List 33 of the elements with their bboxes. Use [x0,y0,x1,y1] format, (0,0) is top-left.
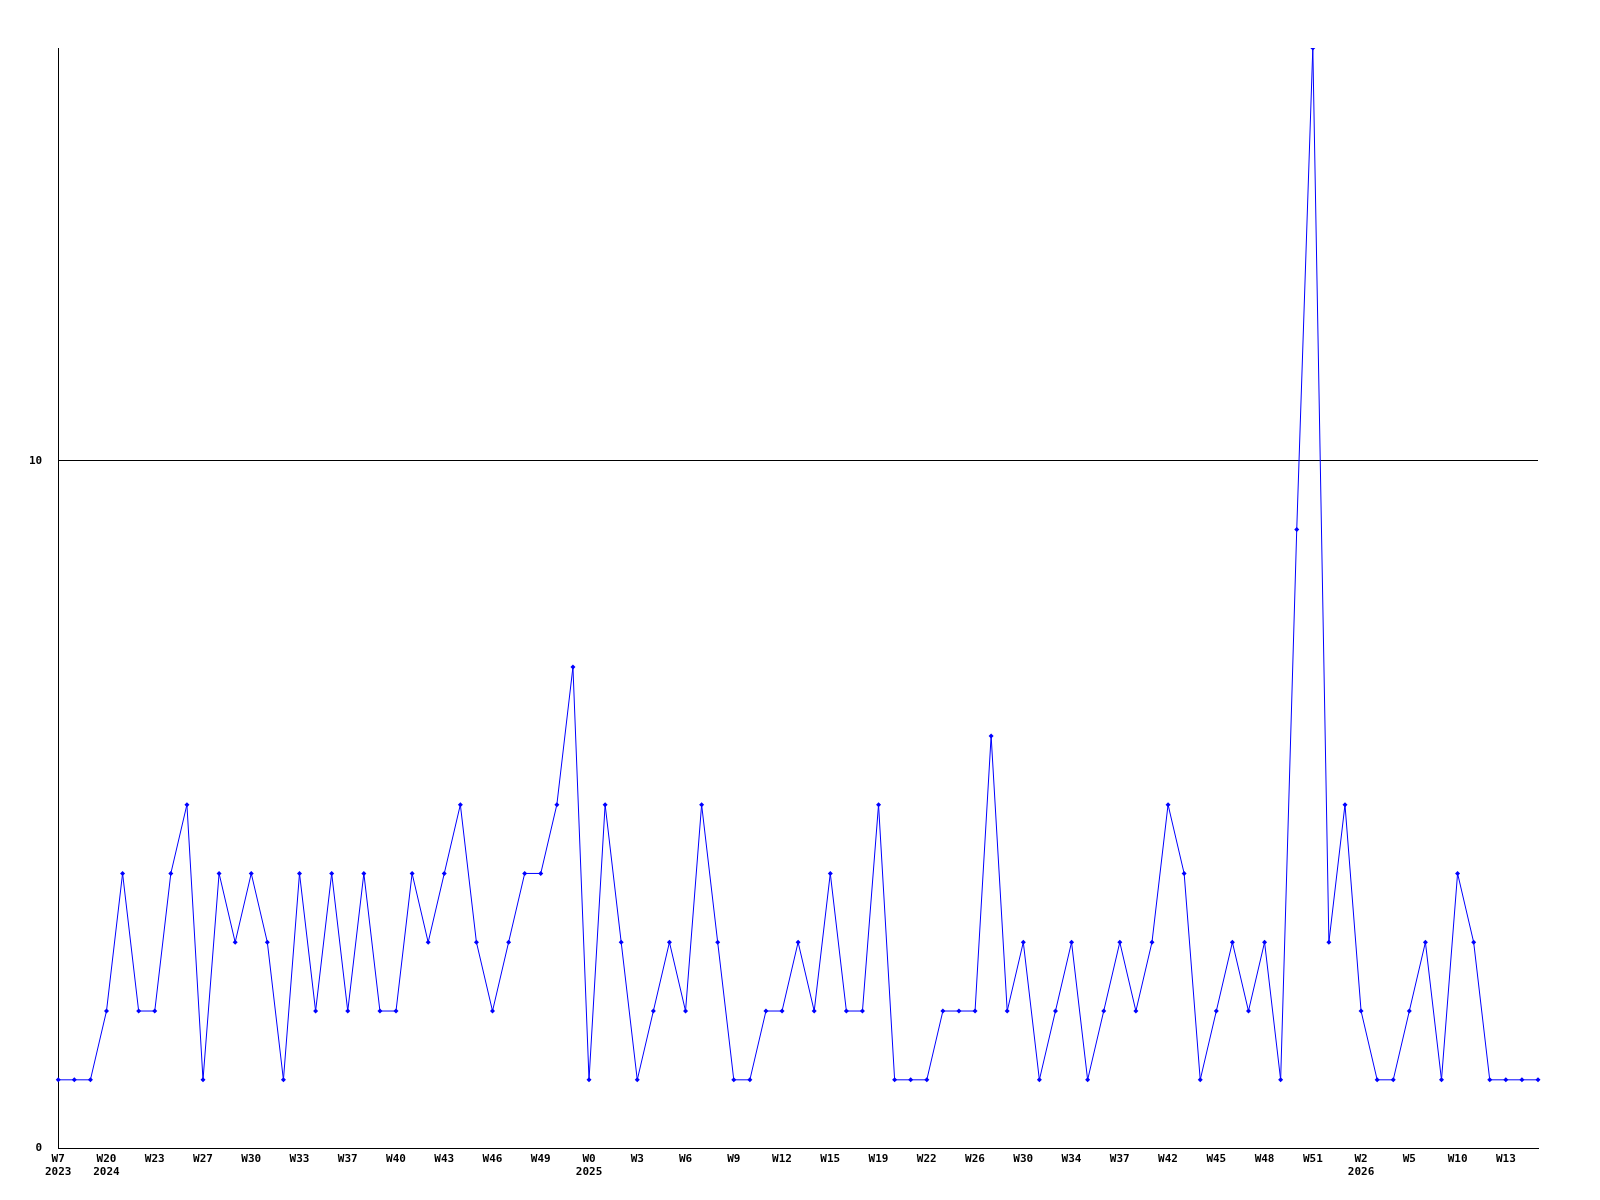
x-tick-label: W6 [678,1152,693,1166]
x-tick-label: W2 2026 [1347,1152,1375,1179]
x-tick-label: W46 [482,1152,503,1166]
x-tick-label: W49 [530,1152,551,1166]
x-tick-label: W5 [1402,1152,1416,1166]
x-tick-label: W42 [1158,1152,1178,1166]
x-tick-label: W3 [630,1152,644,1166]
x-tick-label: W45 [1206,1152,1227,1166]
x-tick-label: W30 [1013,1152,1034,1166]
x-tick-label: W37 [1109,1152,1130,1166]
x-tick-label: W23 [144,1152,165,1166]
x-tick-label: W22 [916,1152,937,1166]
x-tick-label: W30 [241,1152,262,1166]
x-tick-label: W0 2025 [575,1152,603,1179]
x-tick-label: W13 [1495,1152,1516,1166]
x-tick-label: W37 [337,1152,358,1166]
x-tick-label: W26 [965,1152,986,1166]
x-tick-label: W20 2024 [93,1152,121,1179]
x-tick-label: W9 [727,1152,741,1166]
x-tick-label: W33 [289,1152,310,1166]
x-tick-label: W10 [1447,1152,1468,1166]
x-tick-label: W15 [820,1152,841,1166]
y-tick-label: 0 [35,1141,43,1155]
x-tick-label: W51 [1302,1152,1324,1166]
x-tick-label: W19 [868,1152,889,1166]
x-tick-label: W34 [1061,1152,1082,1166]
x-tick-label: W7 2023 [45,1152,72,1179]
x-tick-label: W27 [193,1152,213,1166]
y-tick-label: 10 [29,453,43,467]
x-tick-label: W43 [434,1152,455,1166]
x-tick-label: W48 [1254,1152,1275,1166]
x-tick-label: W40 [386,1152,406,1166]
x-tick-label: W12 [772,1152,792,1166]
